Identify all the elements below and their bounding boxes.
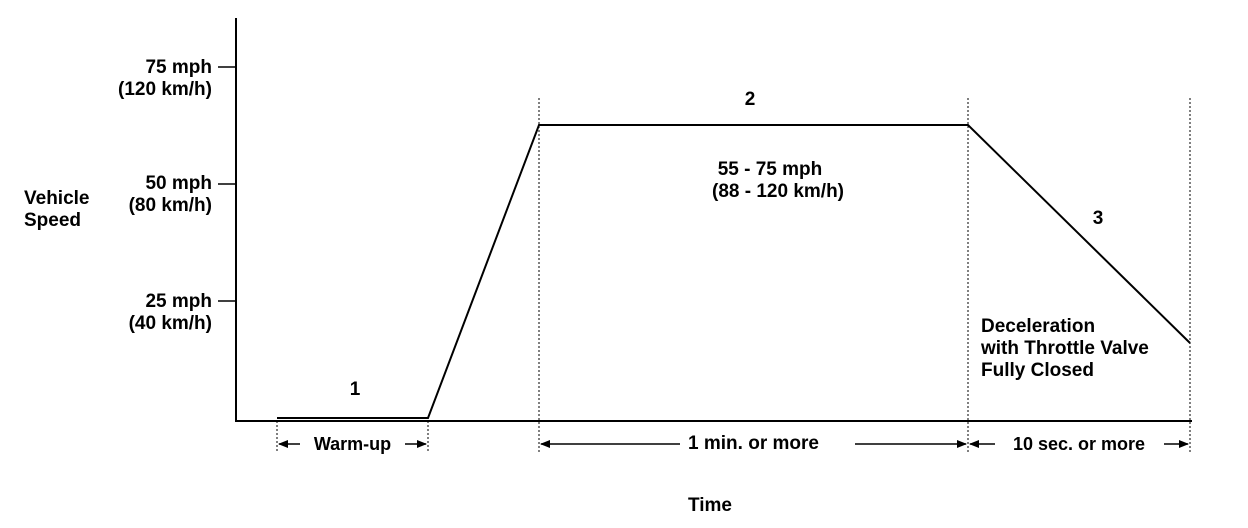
phase-2-duration: 1 min. or more (539, 433, 968, 455)
y-tick-label-25: 25 mph (40 km/h) (129, 291, 212, 335)
phase-2-number: 2 (744, 89, 756, 110)
phase-3-description: Deceleration with Throttle Valve Fully C… (981, 316, 1149, 382)
phase-1-number: 1 (349, 379, 361, 400)
speed-range-mph: 55 - 75 mph (717, 159, 823, 180)
speed-range-kmh: (88 - 120 km/h) (712, 181, 844, 202)
y-tick-label-kmh: (80 km/h) (128, 195, 212, 216)
y-axis-label-line-2: Speed (24, 210, 82, 231)
y-tick-label-kmh: (40 km/h) (128, 313, 212, 334)
y-axis-label: Vehicle Speed (24, 188, 90, 232)
y-tick-label-mph: 50 mph (145, 173, 212, 194)
y-tick-label-mph: 75 mph (145, 57, 212, 78)
description-line-1: Deceleration (981, 316, 1096, 337)
speed-profile-line (277, 124, 1191, 419)
y-tick-label-mph: 25 mph (145, 291, 212, 312)
phase-3-duration: 10 sec. or more (968, 433, 1190, 456)
y-tick-label-50: 50 mph (80 km/h) (129, 173, 212, 217)
y-tick-label-kmh: (120 km/h) (118, 79, 212, 100)
phase-2-speed-range: 55 - 75 mph (88 - 120 km/h) (640, 159, 900, 203)
phase-1-duration: Warm-up (277, 433, 428, 456)
y-axis-label-line-1: Vehicle (24, 188, 90, 209)
x-axis-label: Time (687, 495, 732, 516)
duration-text: 1 min. or more (682, 433, 825, 454)
duration-text: 10 sec. or more (1010, 434, 1148, 454)
description-line-2: with Throttle Valve (981, 338, 1149, 359)
y-tick-label-75: 75 mph (120 km/h) (118, 57, 212, 101)
description-line-3: Fully Closed (981, 360, 1094, 381)
duration-text: Warm-up (311, 434, 394, 454)
phase-3-number: 3 (1092, 208, 1104, 229)
